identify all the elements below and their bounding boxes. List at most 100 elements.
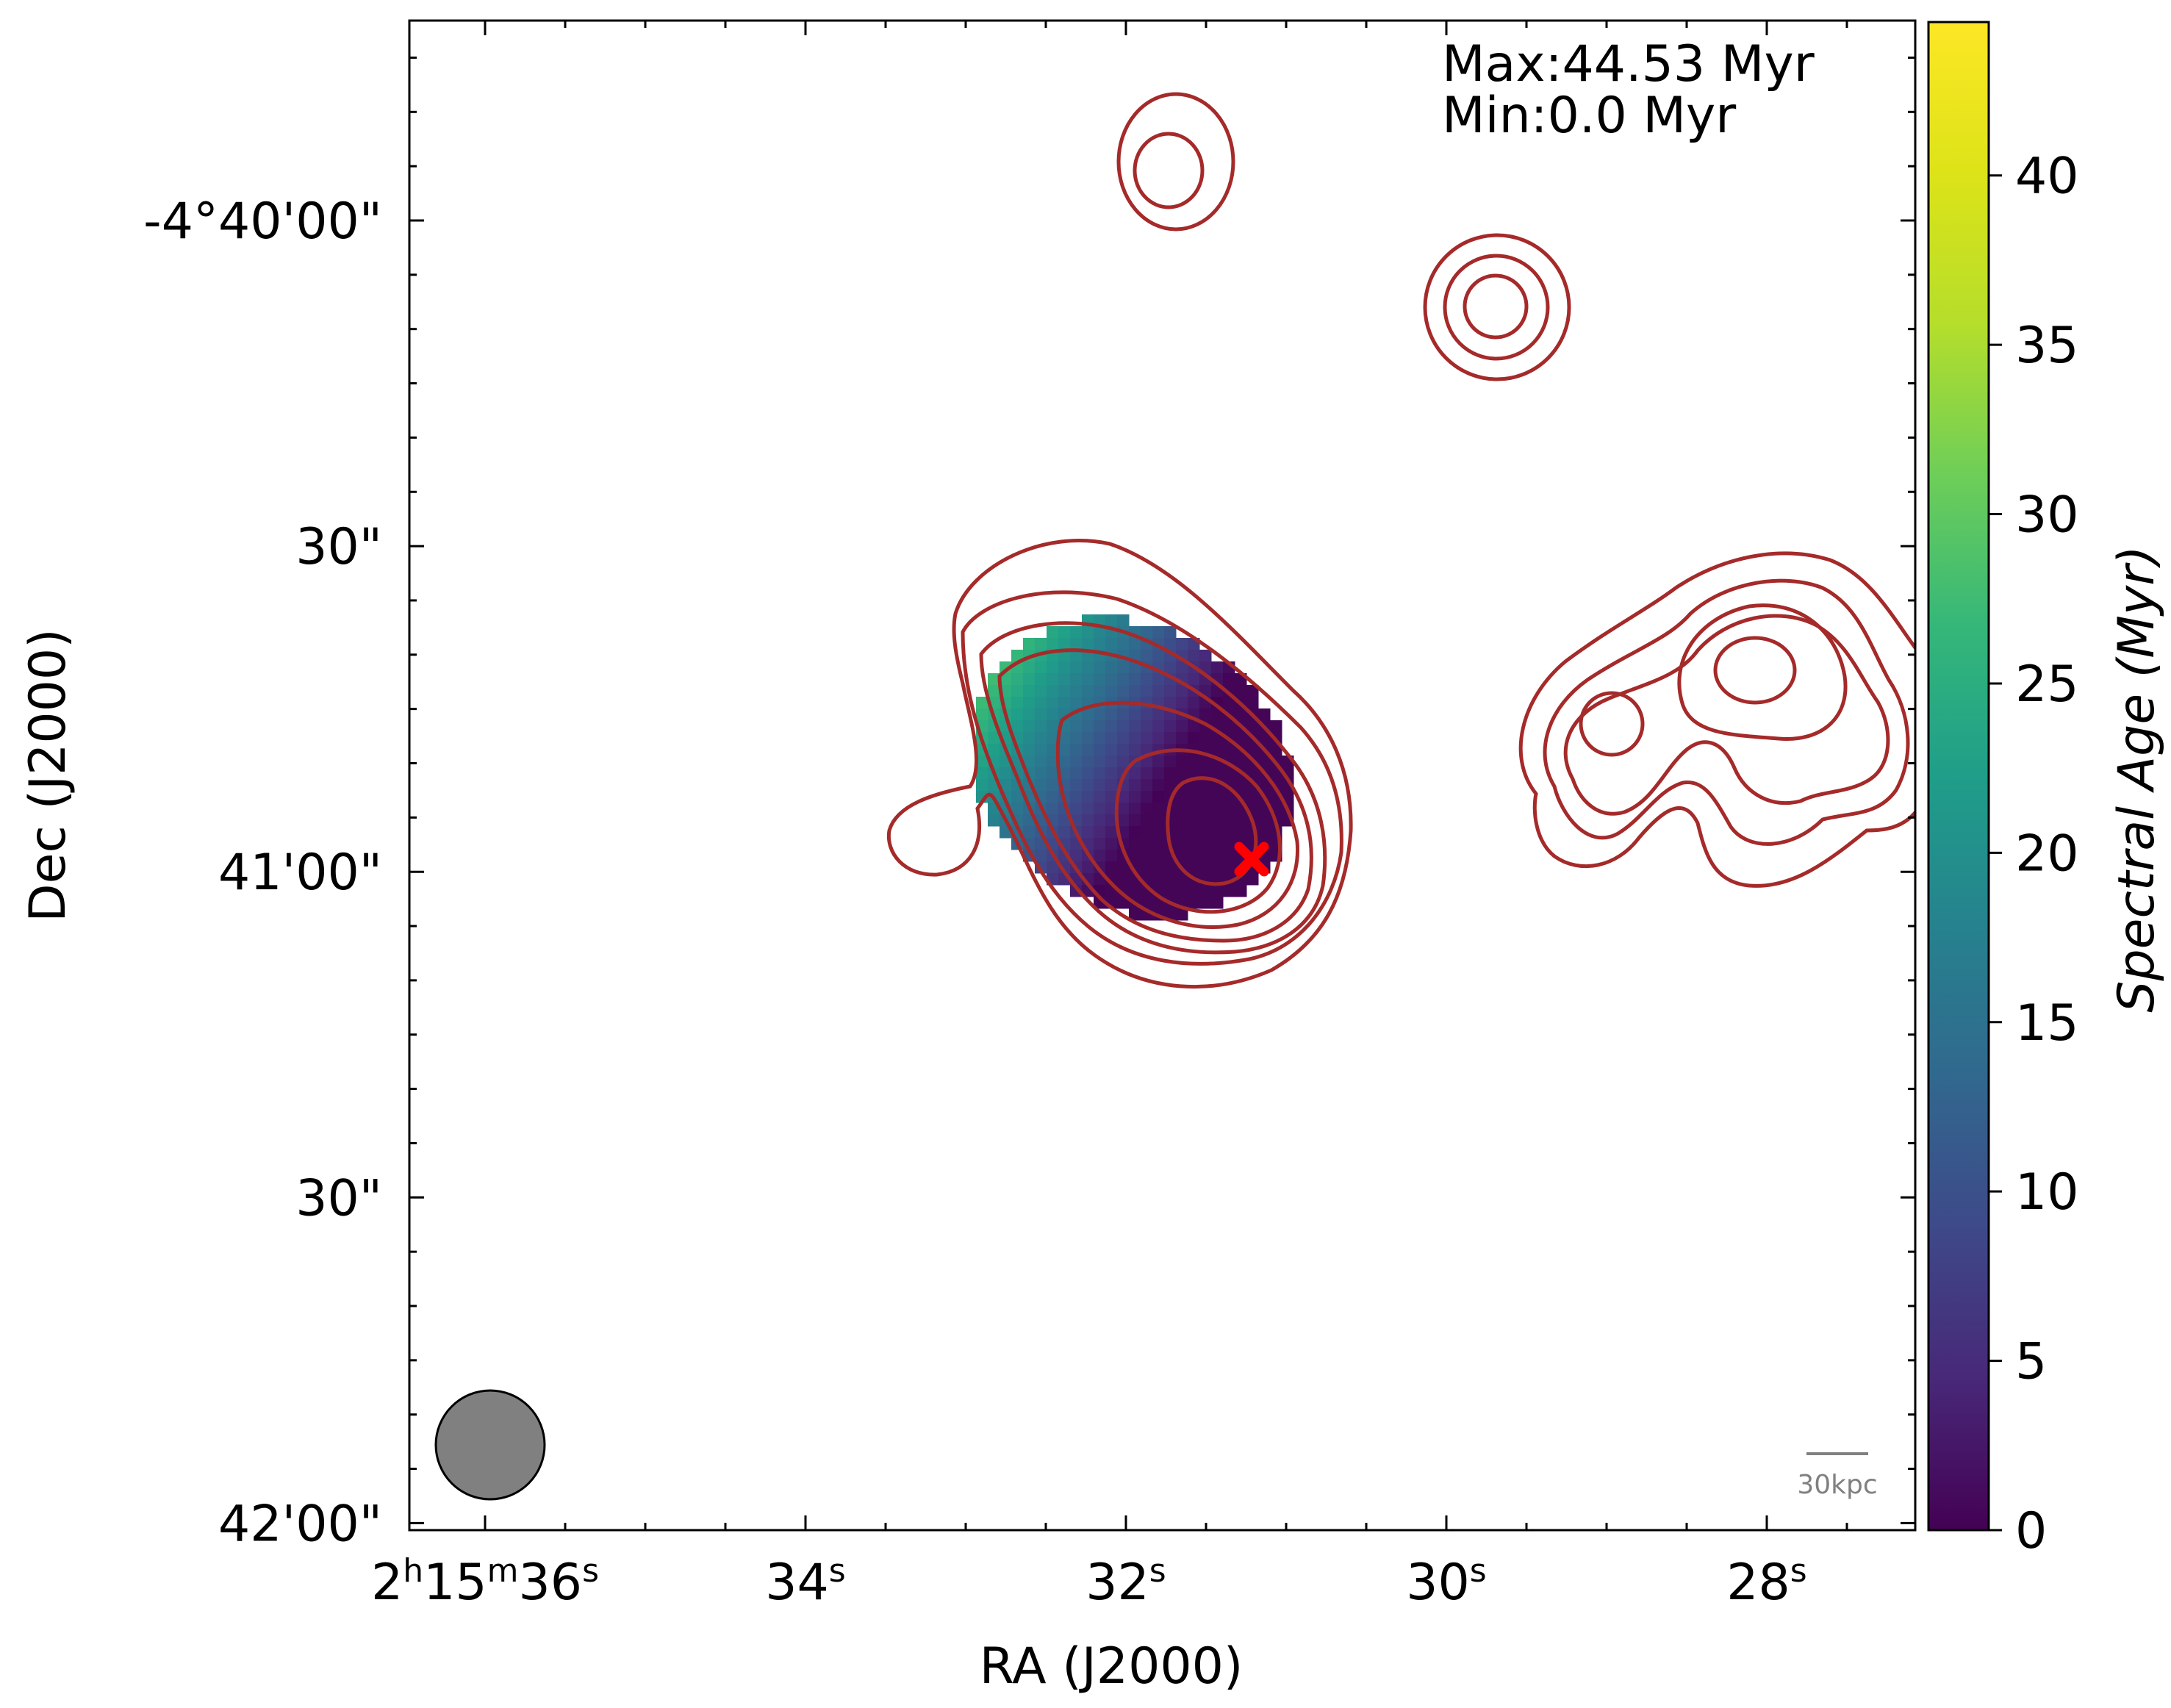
heatmap-pixel [1035,685,1047,697]
contour-central-lobe-6 [1114,748,1282,914]
heatmap-pixel [1035,779,1047,792]
heatmap-pixel [1211,885,1224,897]
heatmap-pixel [1094,779,1106,792]
heatmap-pixel [1070,673,1083,686]
heatmap-pixel [1035,673,1047,686]
heatmap-pixel [1105,791,1118,803]
heatmap-pixel [1270,744,1282,756]
heatmap-pixel [1129,908,1141,921]
heatmap-pixel [1223,744,1235,756]
heatmap-pixel [1199,814,1212,827]
heatmap-pixel [1105,850,1118,862]
heatmap-pixel [1164,873,1177,886]
heatmap-pixel [1235,708,1247,721]
heatmap-pixel [1082,779,1094,792]
heatmap-pixel [1176,767,1188,780]
heatmap-pixel [1152,779,1165,792]
heatmap-pixel [1058,826,1071,839]
heatmap-pixel [1235,685,1247,697]
heatmap-pixel [1023,673,1036,686]
heatmap-pixel [1164,885,1177,897]
heatmap-pixel [1141,779,1153,792]
core-position-marker [1234,842,1269,877]
heatmap-pixel [1211,850,1224,862]
heatmap-pixel [1141,803,1153,815]
heatmap-pixel [1223,697,1235,709]
heatmap-pixel [1188,838,1200,850]
heatmap-pixel [1058,732,1071,744]
heatmap-pixel [1023,744,1036,756]
contour-central-lobe-3 [979,621,1327,955]
heatmap-pixel [1129,779,1141,792]
contour-central-lobe-2 [961,590,1343,966]
heatmap-pixel [1047,638,1059,650]
heatmap-pixel [1035,767,1047,780]
heatmap-pixel [1058,673,1071,686]
heatmap-pixel [1223,767,1235,780]
heatmap-pixel [1058,638,1071,650]
heatmap-pixel [1199,779,1212,792]
heatmap-pixel [1141,850,1153,862]
heatmap-pixel [1058,650,1071,662]
heatmap-pixel [1152,708,1165,721]
heatmap-pixel [1094,732,1106,744]
heatmap-pixel [1105,826,1118,839]
heatmap-pixel [1152,685,1165,697]
heatmap-pixel [1105,638,1118,650]
heatmap-pixel [1176,661,1188,674]
contour-central-lobe-5 [1055,700,1300,929]
heatmap-pixel [1176,756,1188,768]
heatmap-pixel [1117,861,1130,874]
colorbar-ticks: 0 5 10 15 20 25 30 35 40 [1989,148,2079,1560]
heatmap-pixel [1188,803,1200,815]
heatmap-pixel [1070,638,1083,650]
heatmap-pixel [1035,708,1047,721]
heatmap-pixel [1094,638,1106,650]
heatmap-pixel [1152,814,1165,827]
heatmap-pixel [1070,767,1083,780]
heatmap-pixel [1164,661,1177,674]
heatmap-pixel [1211,861,1224,874]
heatmap-pixel [1105,673,1118,686]
heatmap-pixel [1117,744,1130,756]
heatmap-pixel [1152,767,1165,780]
heatmap-pixel [1188,850,1200,862]
heatmap-pixel [1129,661,1141,674]
heatmap-pixel [1011,791,1024,803]
heatmap-pixel [1070,732,1083,744]
heatmap-pixel [1152,756,1165,768]
contour-east-double-source-6 [1579,691,1645,757]
contour-compact-source-ne-2 [1443,254,1550,361]
heatmap-pixel [1164,685,1177,697]
colorbar-tick-label: 25 [2015,656,2079,714]
heatmap-pixel [1141,897,1153,909]
heatmap-pixel [1188,767,1200,780]
heatmap-pixel [1094,838,1106,850]
heatmap-pixel [988,744,1000,756]
heatmap-pixel [1246,685,1259,697]
heatmap-pixel [1094,756,1106,768]
contour-central-lobe-4 [997,648,1313,943]
heatmap-pixel [1246,697,1259,709]
heatmap-pixel [1211,803,1224,815]
heatmap-pixel [1152,650,1165,662]
heatmap-pixel [976,779,988,792]
heatmap-pixel [1058,756,1071,768]
contour-east-double-source-3 [1563,614,1890,816]
heatmap-pixel [1164,626,1177,639]
heatmap-pixel [1105,732,1118,744]
heatmap-pixel [1211,708,1224,721]
heatmap-pixel [1152,873,1165,886]
colorbar-label: Spectral Age (Myr) [2108,545,2166,1012]
heatmap-pixel [1223,803,1235,815]
heatmap-pixel [1188,756,1200,768]
heatmap-pixel [1023,720,1036,733]
heatmap-pixel [1094,826,1106,839]
heatmap-pixel [1070,661,1083,674]
heatmap-pixel [1176,908,1188,921]
heatmap-pixel [1152,732,1165,744]
heatmap-pixel [1117,791,1130,803]
heatmap-pixel [1129,744,1141,756]
heatmap-pixel [1246,791,1259,803]
heatmap-pixel [1047,661,1059,674]
